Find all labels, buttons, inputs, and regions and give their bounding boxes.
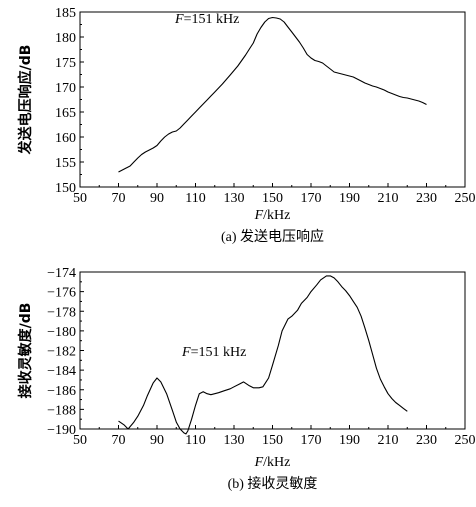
chart-b-caption: (b) 接收灵敏度 [228, 475, 318, 492]
chart-b-x-tick-label: 190 [339, 433, 360, 448]
chart-b-x-tick-label: 110 [185, 433, 205, 448]
chart-b-y-tick-label: −176 [47, 286, 76, 301]
chart-b-x-tick-label: 250 [455, 433, 476, 448]
chart-a-y-tick-label: 150 [55, 181, 76, 196]
chart-b-y-tick-label: −184 [47, 364, 76, 379]
chart-a-x-tick-label: 130 [224, 191, 245, 206]
chart-a-x-tick-label: 250 [455, 191, 476, 206]
chart-a-x-tick-label: 70 [112, 191, 126, 206]
chart-b-y-tick-label: −174 [47, 266, 76, 281]
chart-a-annotation: F=151 kHz [174, 12, 239, 27]
chart-a-y-tick-label: 180 [55, 31, 76, 46]
chart-a-series-line [118, 16, 427, 173]
chart-a-x-tick-label: 170 [301, 191, 322, 206]
chart-a-y-tick-label: 155 [55, 156, 76, 171]
chart-a-x-axis-label: F/kHz [254, 208, 291, 223]
chart-b-x-axis-label: F/kHz [254, 455, 291, 470]
chart-b-y-tick-label: −182 [47, 345, 76, 360]
chart-a-y-tick-label: 170 [55, 81, 76, 96]
chart-b-series-line [118, 275, 408, 435]
chart-b-x-tick-label: 90 [150, 433, 164, 448]
chart-b-y-tick-label: −178 [47, 305, 76, 320]
chart-a-y-tick-label: 160 [55, 131, 76, 146]
chart-a-x-tick-label: 110 [185, 191, 205, 206]
chart-b-y-tick-label: −180 [47, 325, 76, 340]
chart-b-plot-frame [79, 271, 466, 430]
chart-a-x-tick-label: 210 [378, 191, 399, 206]
chart-b-x-tick-label: 50 [73, 433, 87, 448]
chart-b-y-tick-label: −188 [47, 403, 76, 418]
chart-a-x-tick-label: 150 [262, 191, 283, 206]
chart-a-x-tick-label: 190 [339, 191, 360, 206]
chart-a-x-tick-label: 50 [73, 191, 87, 206]
chart-b-annotation: F=151 kHz [181, 345, 246, 360]
chart-a-x-tick-label: 230 [416, 191, 437, 206]
chart-a-y-tick-label: 175 [55, 56, 76, 71]
chart-a-y-tick-label: 165 [55, 106, 76, 121]
chart-a-plot-frame [79, 11, 466, 188]
chart-b-x-tick-label: 150 [262, 433, 283, 448]
chart-a-x-tick-label: 90 [150, 191, 164, 206]
chart-b-x-tick-label: 210 [378, 433, 399, 448]
chart-a-y-axis-label: 发送电压响应/dB [17, 45, 34, 156]
chart-b-y-tick-label: −186 [47, 384, 76, 399]
chart-a-caption: (a) 发送电压响应 [221, 228, 324, 245]
chart-b-y-axis-label: 接收灵敏度/dB [17, 303, 34, 399]
chart-b-x-tick-label: 170 [301, 433, 322, 448]
chart-b-x-tick-label: 70 [112, 433, 126, 448]
chart-b-y-tick-label: −190 [47, 423, 76, 438]
chart-a-y-tick-label: 185 [55, 6, 76, 21]
chart-b-x-tick-label: 230 [416, 433, 437, 448]
chart-b-x-tick-label: 130 [224, 433, 245, 448]
